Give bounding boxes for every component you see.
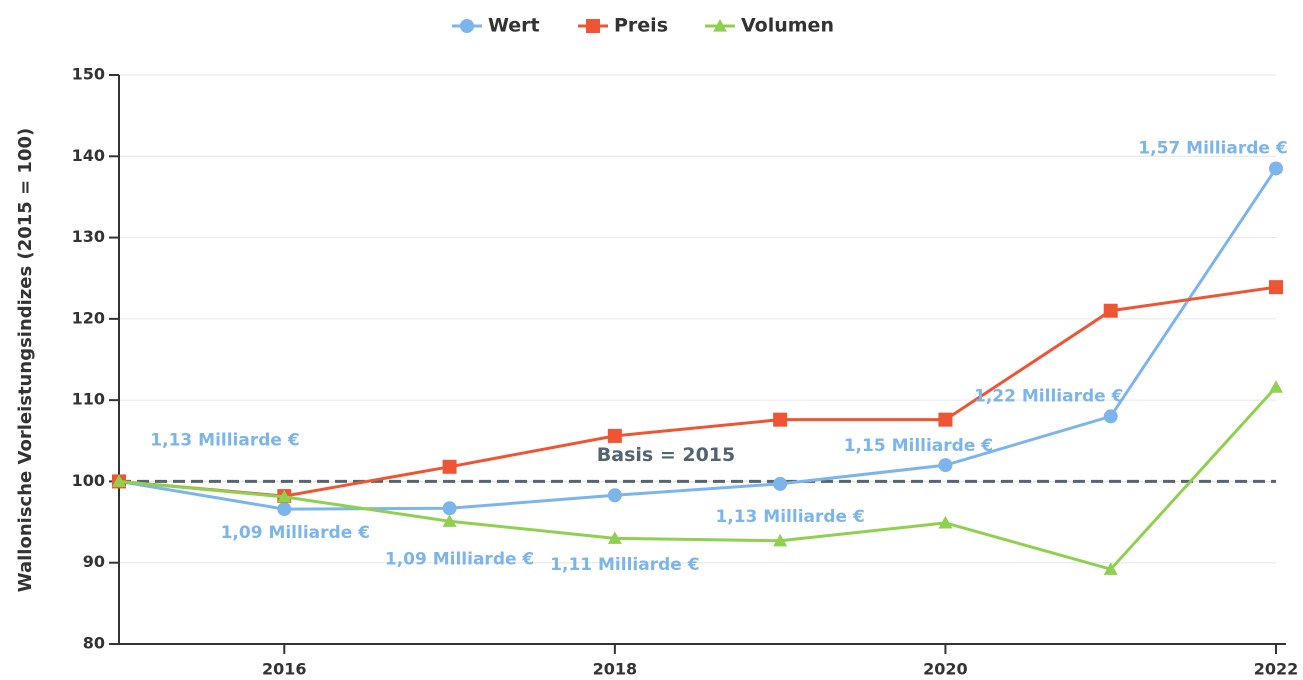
x-tick-label: 2018 bbox=[593, 660, 638, 679]
data-point bbox=[607, 488, 622, 503]
y-tick-label: 110 bbox=[72, 390, 105, 409]
data-point bbox=[277, 502, 292, 517]
data-point bbox=[607, 428, 622, 443]
data-point bbox=[607, 531, 622, 544]
y-tick-label: 130 bbox=[72, 227, 105, 246]
data-point bbox=[112, 474, 126, 488]
point-label: 1,57 Milliarde € bbox=[1138, 138, 1287, 158]
data-point bbox=[1103, 303, 1118, 318]
y-tick-label: 120 bbox=[72, 308, 105, 327]
legend-label: Wert bbox=[488, 15, 540, 37]
y-axis-label: Wallonische Vorleistungsindizes (2015 = … bbox=[15, 128, 36, 592]
point-label: 1,09 Milliarde € bbox=[385, 549, 534, 569]
data-point bbox=[1269, 280, 1283, 295]
data-point bbox=[442, 501, 457, 516]
series-line bbox=[118, 167, 1278, 511]
point-label: 1,22 Milliarde € bbox=[974, 386, 1123, 406]
data-point bbox=[938, 458, 953, 473]
data-point bbox=[277, 489, 292, 503]
data-point bbox=[1269, 161, 1283, 176]
legend-marker bbox=[713, 19, 727, 32]
data-point bbox=[1269, 380, 1283, 393]
data-point bbox=[938, 412, 953, 427]
legend-marker bbox=[586, 19, 600, 33]
y-tick-label: 100 bbox=[72, 471, 105, 490]
point-label: 1,13 Milliarde € bbox=[150, 430, 299, 450]
x-tick-label: 2020 bbox=[923, 660, 968, 679]
y-tick-label: 80 bbox=[83, 634, 105, 653]
x-tick-label: 2016 bbox=[262, 660, 307, 679]
y-tick-label: 140 bbox=[72, 146, 105, 165]
data-point bbox=[442, 459, 457, 474]
y-tick-label: 90 bbox=[83, 552, 105, 571]
point-label: 1,15 Milliarde € bbox=[844, 436, 993, 456]
data-point bbox=[1103, 409, 1118, 424]
data-point bbox=[1103, 562, 1118, 575]
data-point bbox=[442, 514, 457, 527]
y-tick-label: 150 bbox=[72, 65, 105, 84]
data-point bbox=[773, 533, 788, 547]
reference-label: Basis = 2015 bbox=[597, 444, 735, 466]
x-tick-label: 2022 bbox=[1254, 660, 1299, 679]
data-point bbox=[773, 412, 788, 427]
point-label: 1,11 Milliarde € bbox=[550, 555, 699, 575]
legend-label: Preis bbox=[614, 15, 668, 37]
point-label: 1,09 Milliarde € bbox=[221, 523, 370, 543]
point-label: 1,13 Milliarde € bbox=[715, 507, 864, 527]
data-point bbox=[773, 476, 788, 491]
data-point bbox=[938, 515, 953, 529]
series-line bbox=[118, 386, 1278, 571]
legend-label: Volumen bbox=[741, 15, 834, 37]
legend-marker bbox=[460, 19, 474, 33]
series-line bbox=[118, 285, 1277, 498]
